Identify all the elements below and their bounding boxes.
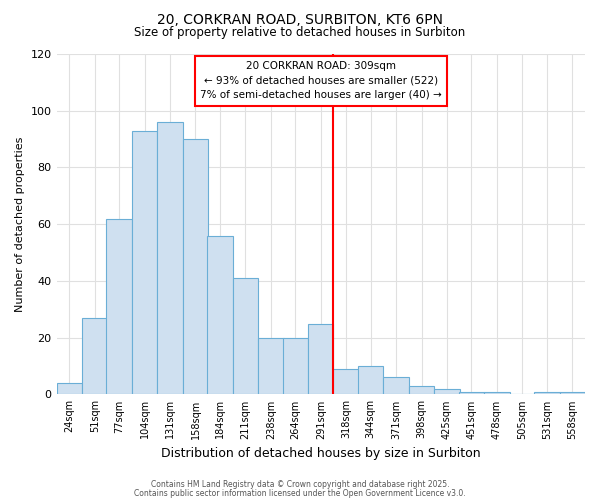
Bar <box>358 366 383 394</box>
Bar <box>157 122 183 394</box>
Bar <box>106 218 132 394</box>
Bar <box>459 392 484 394</box>
Bar <box>233 278 258 394</box>
Bar <box>82 318 107 394</box>
Bar <box>383 378 409 394</box>
Bar <box>283 338 308 394</box>
Bar <box>132 130 157 394</box>
Bar <box>258 338 284 394</box>
Text: 20 CORKRAN ROAD: 309sqm
← 93% of detached houses are smaller (522)
7% of semi-de: 20 CORKRAN ROAD: 309sqm ← 93% of detache… <box>200 61 442 100</box>
X-axis label: Distribution of detached houses by size in Surbiton: Distribution of detached houses by size … <box>161 447 481 460</box>
Text: 20, CORKRAN ROAD, SURBITON, KT6 6PN: 20, CORKRAN ROAD, SURBITON, KT6 6PN <box>157 12 443 26</box>
Text: Contains HM Land Registry data © Crown copyright and database right 2025.: Contains HM Land Registry data © Crown c… <box>151 480 449 489</box>
Text: Contains public sector information licensed under the Open Government Licence v3: Contains public sector information licen… <box>134 488 466 498</box>
Bar <box>409 386 434 394</box>
Text: Size of property relative to detached houses in Surbiton: Size of property relative to detached ho… <box>134 26 466 39</box>
Y-axis label: Number of detached properties: Number of detached properties <box>15 136 25 312</box>
Bar <box>183 139 208 394</box>
Bar <box>308 324 334 394</box>
Bar <box>434 389 460 394</box>
Bar <box>560 392 585 394</box>
Bar <box>207 236 233 394</box>
Bar <box>534 392 560 394</box>
Bar <box>484 392 509 394</box>
Bar <box>56 383 82 394</box>
Bar <box>334 369 359 394</box>
